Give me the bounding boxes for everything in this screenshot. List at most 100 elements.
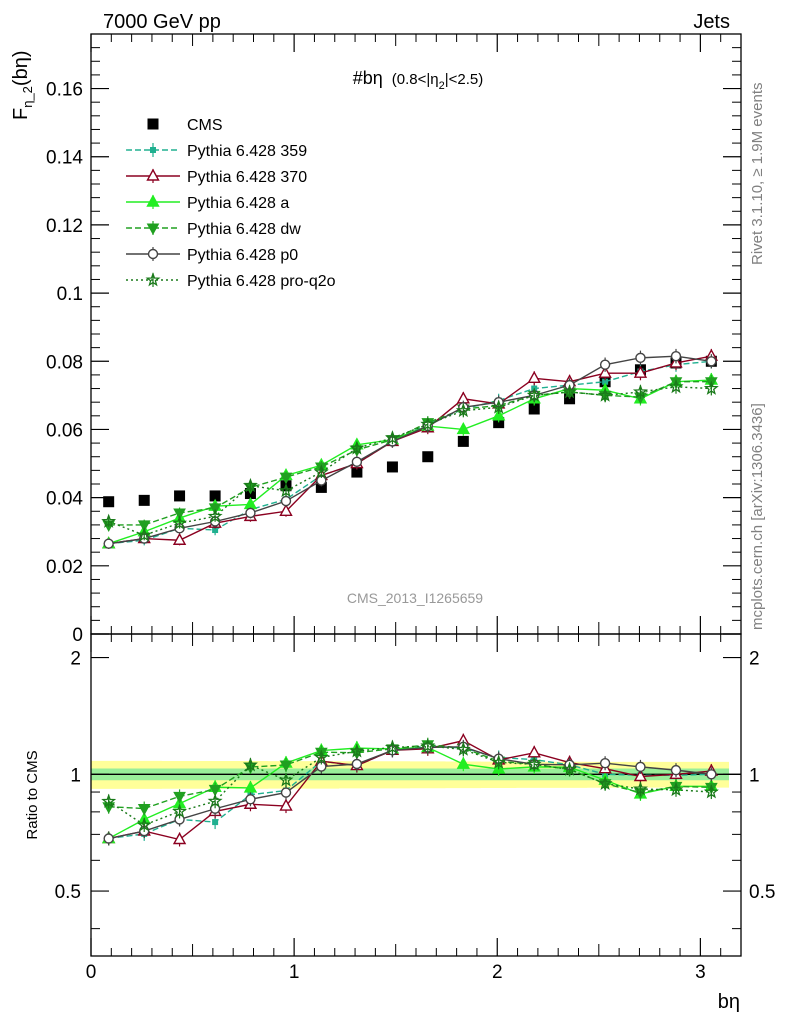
- ratio-data-point: [242, 757, 258, 772]
- data-point: [599, 359, 611, 370]
- data-point: [632, 384, 648, 399]
- ratio-series-line: [108, 744, 712, 810]
- ratio-data-point: [633, 769, 648, 782]
- legend-marker: [146, 194, 160, 207]
- ratio-data-point: [420, 738, 436, 753]
- data-point: [526, 387, 542, 402]
- ratio-series-pythia-6-428-p0: [103, 739, 717, 846]
- series-line: [108, 386, 712, 536]
- data-point: [209, 490, 221, 502]
- data-point: [212, 527, 219, 534]
- series-line: [108, 381, 712, 526]
- data-point: [635, 352, 646, 364]
- side-label-rivet: Rivet 3.1.10, ≥ 1.9M events: [749, 83, 766, 266]
- ratio-data-point: [384, 739, 400, 754]
- ratio-data-point: [456, 756, 471, 769]
- data-point: [420, 416, 436, 431]
- data-point: [528, 403, 540, 415]
- data-point: [101, 513, 117, 528]
- ratio-data-point: [207, 793, 223, 808]
- series-pythia-6-428-p0: [103, 348, 717, 549]
- data-point: [351, 466, 363, 478]
- series-line: [108, 355, 712, 545]
- legend-entry: Pythia 6.428 359: [126, 143, 307, 160]
- data-point: [706, 356, 717, 367]
- data-point: [103, 496, 115, 508]
- data-point: [455, 402, 471, 418]
- ratio-data-point: [103, 833, 114, 844]
- ratio-y-tick-label-right: 1: [749, 765, 760, 786]
- data-point: [349, 440, 365, 455]
- main-series-layer: [101, 348, 719, 549]
- data-point: [137, 520, 151, 532]
- ratio-data-point: [101, 793, 117, 808]
- header-right: Jets: [693, 11, 730, 33]
- ratio-data-point: [212, 819, 219, 826]
- ratio-data-point: [173, 791, 186, 804]
- main-y-tick-label: 0.02: [46, 557, 83, 578]
- main-y-tick-label: 0.14: [46, 148, 83, 169]
- main-y-tick-label: 0.12: [46, 216, 83, 237]
- data-point: [493, 417, 505, 429]
- y-axis-label-end: (bη): [10, 51, 32, 87]
- legend-marker: [145, 272, 161, 287]
- x-tick-label: 2: [492, 962, 503, 983]
- data-point: [527, 370, 541, 384]
- data-point: [278, 482, 294, 498]
- legend-entry: Pythia 6.428 a: [126, 194, 289, 212]
- x-axis-label: bη: [718, 991, 740, 1013]
- legend-entry: Pythia 6.428 370: [126, 168, 307, 186]
- data-point: [279, 472, 293, 485]
- ratio-y-axis-label: Ratio to CMS: [24, 750, 41, 839]
- ratio-y-tick-label: 2: [70, 649, 81, 670]
- data-point: [245, 507, 256, 519]
- legend-entry: Pythia 6.428 pro-q2o: [126, 272, 336, 290]
- legend-marker: [146, 223, 160, 236]
- ratio-y-tick-label: 1: [70, 765, 81, 786]
- data-point: [602, 378, 609, 385]
- ratio-data-point: [243, 780, 258, 793]
- data-point: [242, 477, 258, 493]
- main-y-tick-label: 0.06: [46, 420, 83, 441]
- header-left: 7000 GeV pp: [103, 11, 221, 33]
- data-point: [280, 495, 292, 507]
- data-point: [173, 508, 186, 521]
- ratio-y-tick-label-right: 2: [749, 649, 760, 670]
- side-label-mcplots: mcplots.cern.ch [arXiv:1306.3436]: [749, 403, 766, 630]
- legend-marker: [146, 168, 160, 181]
- legend-label: CMS: [187, 117, 223, 134]
- data-point: [668, 378, 684, 394]
- ratio-series-pythia-6-428-pro-q2o: [101, 738, 719, 833]
- x-tick-label: 0: [86, 962, 97, 983]
- data-point: [384, 430, 400, 445]
- data-point: [172, 532, 187, 545]
- data-point: [456, 422, 471, 435]
- main-y-tick-label: 0.1: [57, 284, 83, 305]
- legend-label: Pythia 6.428 p0: [187, 247, 298, 264]
- legend-label: Pythia 6.428 370: [187, 169, 307, 186]
- data-point: [172, 515, 188, 530]
- main-y-tick-label: 0.04: [46, 489, 83, 510]
- data-point: [207, 508, 223, 523]
- data-point: [598, 365, 612, 378]
- series-line: [108, 355, 712, 545]
- legend-entry: Pythia 6.428 dw: [126, 221, 301, 238]
- series-line: [108, 360, 712, 545]
- ratio-data-point: [279, 798, 293, 811]
- data-point: [422, 451, 434, 463]
- ratio-data-point: [172, 832, 187, 845]
- ratio-data-point: [706, 769, 717, 780]
- ratio-data-point: [313, 749, 329, 764]
- data-point: [457, 435, 469, 447]
- data-point: [562, 384, 578, 399]
- ratio-data-point: [137, 804, 151, 816]
- ratio-data-point: [351, 758, 363, 770]
- plot-title-suffix-end: |<2.5): [445, 71, 484, 88]
- analysis-watermark: CMS_2013_I1265659: [347, 590, 483, 606]
- plot-title-main: #bη: [353, 68, 383, 88]
- legend: CMS Pythia 6.428 359 Pythia 6.428 370 Pythi…: [126, 117, 336, 290]
- data-point: [136, 527, 152, 542]
- data-point: [351, 456, 363, 468]
- data-point: [243, 497, 258, 510]
